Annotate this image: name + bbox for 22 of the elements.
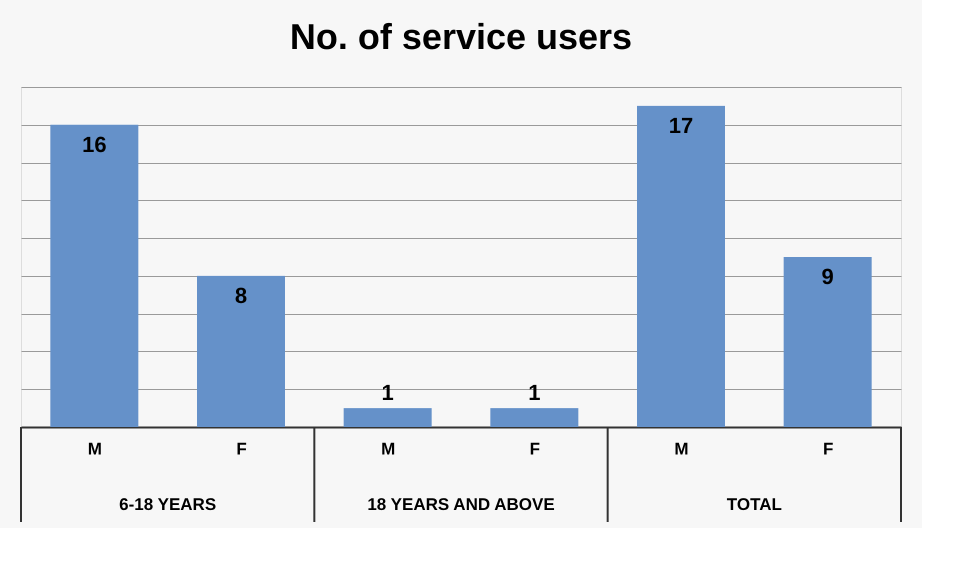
- data-label: 17: [668, 112, 694, 138]
- bar: [784, 257, 872, 427]
- data-label: 1: [528, 380, 540, 406]
- x-tick-label: M: [88, 440, 102, 458]
- bar: [197, 276, 285, 427]
- text: 18 YEARS AND ABOVE: [367, 495, 555, 514]
- x-tick-label: M: [381, 440, 396, 458]
- text: 6-18 YEARS: [119, 495, 216, 514]
- data-label: 8: [234, 282, 248, 308]
- bar: [490, 408, 578, 427]
- data-label: 1: [382, 380, 394, 406]
- x-tick-label: F: [530, 440, 540, 458]
- data-label: 9: [822, 264, 834, 289]
- text: TOTAL: [726, 495, 782, 514]
- bar: [50, 124, 138, 427]
- data-label: 16: [82, 132, 107, 157]
- x-tick-label: M: [674, 440, 689, 458]
- x-tick-label: F: [236, 440, 247, 458]
- chart-title: No. of service users: [290, 16, 632, 57]
- x-tick-label: F: [822, 440, 834, 458]
- bar: [637, 106, 725, 427]
- bar: [344, 408, 432, 427]
